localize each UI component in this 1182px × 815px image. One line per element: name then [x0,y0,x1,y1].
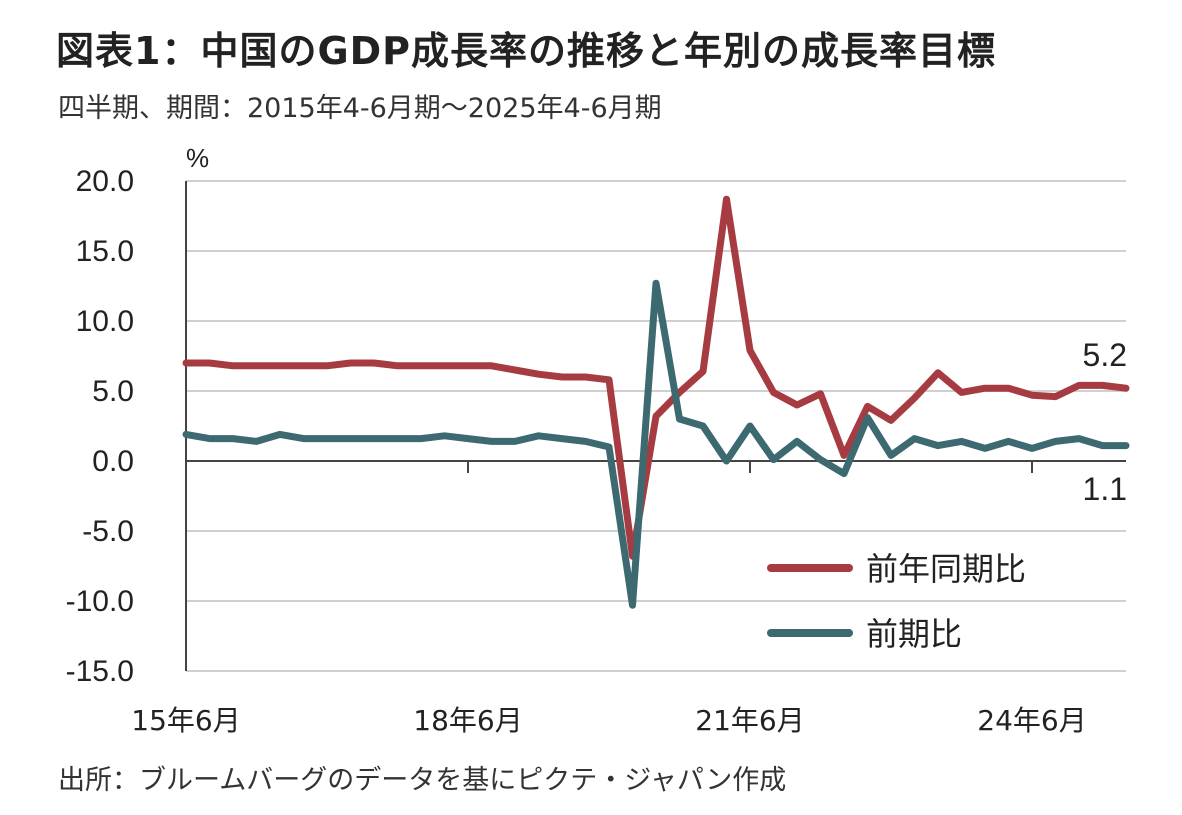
source-note: 出所：ブルームバーグのデータを基にピクテ・ジャパン作成 [58,765,787,796]
y-tick-label: -5.0 [82,515,134,548]
y-tick-label: 10.0 [76,305,134,338]
x-tick-label: 15年6月 [131,704,240,737]
axis-layer: 20.0 15.0 10.0 5.0 0.0 -5.0 -10.0 -15.0% 15年6月 18… [66,143,1126,737]
x-tick-label: 24年6月 [977,704,1086,737]
end-label-yoy: 5.2 [1083,337,1127,373]
end-label-qoq: 1.1 [1083,471,1127,507]
x-tick-label: 21年6月 [695,704,804,737]
series-line-yoy [182,195,1130,560]
label-layer: 5.2 1.1 [1083,337,1127,507]
series-line-qoq [182,279,1130,609]
y-unit-label: % [186,143,209,173]
legend-label-yoy: 前年同期比 [866,550,1026,588]
chart-title: 図表1：中国のGDP成長率の推移と年別の成長率目標 [56,29,997,73]
y-tick-label: 0.0 [92,445,134,478]
x-tick-label: 18年6月 [413,704,522,737]
y-tick-label: 5.0 [92,375,134,408]
y-tick-label: -15.0 [66,655,134,688]
series-layer [182,195,1130,609]
chart-subtitle: 四半期、期間：2015年4-6月期～2025年4-6月期 [58,93,662,124]
legend-label-qoq: 前期比 [866,615,962,653]
y-tick-label: 15.0 [76,235,134,268]
y-tick-label: -10.0 [66,585,134,618]
y-tick-label: 20.0 [76,165,134,198]
